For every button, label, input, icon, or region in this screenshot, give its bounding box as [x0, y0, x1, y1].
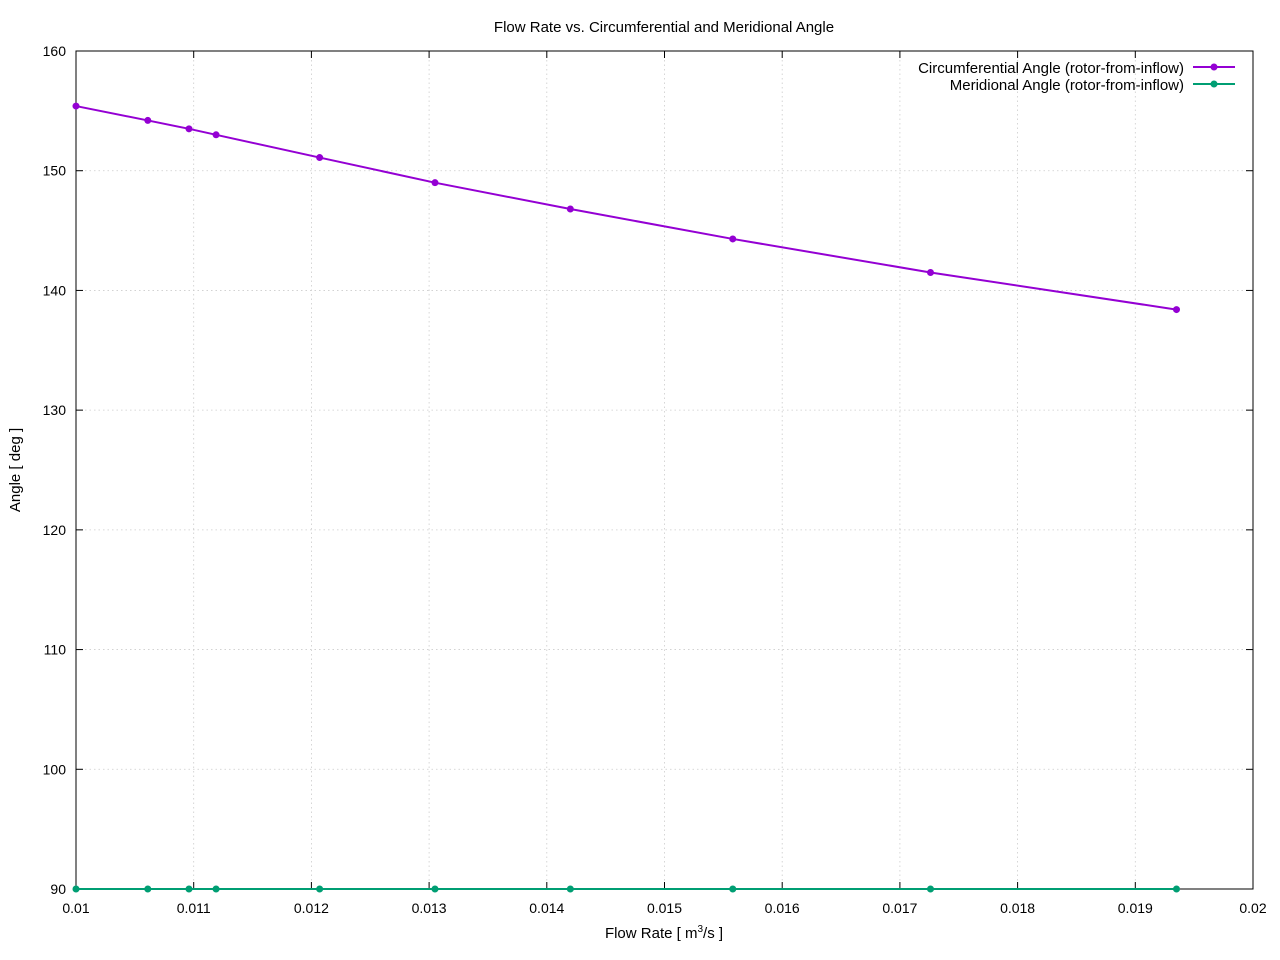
- series-circumferential: [72, 102, 1180, 314]
- data-point-meridional: [72, 885, 80, 893]
- data-point-circumferential: [729, 235, 737, 243]
- x-tick-label: 0.012: [294, 900, 329, 916]
- data-point-meridional: [316, 885, 324, 893]
- axis-ticks: [75, 50, 1254, 890]
- x-tick-label: 0.011: [177, 900, 211, 916]
- data-point-circumferential: [1172, 306, 1180, 314]
- x-tick-label: 0.017: [882, 900, 917, 916]
- legend-entry-circumferential: Circumferential Angle (rotor-from-inflow…: [918, 60, 1235, 77]
- chart-title: Flow Rate vs. Circumferential and Meridi…: [494, 19, 834, 36]
- data-point-meridional: [566, 885, 574, 893]
- y-tick-labels: 90 100 110 120 130 140 150 160: [43, 43, 67, 897]
- data-point-meridional: [144, 885, 152, 893]
- data-point-circumferential: [927, 268, 935, 276]
- x-tick-label: 0.016: [765, 900, 800, 916]
- x-tick-label: 0.01: [62, 900, 89, 916]
- legend-label-circumferential: Circumferential Angle (rotor-from-inflow…: [918, 60, 1184, 77]
- series-line-circumferential: [75, 105, 1177, 311]
- data-point-meridional: [212, 885, 220, 893]
- y-tick-label: 110: [44, 642, 67, 658]
- x-tick-label: 0.015: [647, 900, 682, 916]
- x-tick-label: 0.018: [1000, 900, 1035, 916]
- legend: Circumferential Angle (rotor-from-inflow…: [918, 60, 1235, 94]
- x-tick-label: 0.014: [529, 900, 564, 916]
- y-tick-label: 120: [43, 522, 67, 538]
- legend-entry-meridional: Meridional Angle (rotor-from-inflow): [950, 77, 1235, 94]
- series-layer: [72, 102, 1180, 893]
- legend-swatch-point-meridional: [1210, 80, 1218, 88]
- x-tick-label: 0.019: [1118, 900, 1153, 916]
- y-tick-label: 100: [43, 761, 67, 777]
- legend-label-meridional: Meridional Angle (rotor-from-inflow): [950, 77, 1184, 94]
- y-tick-label: 130: [43, 402, 67, 418]
- series-meridional: [72, 885, 1180, 893]
- data-point-meridional: [927, 885, 935, 893]
- x-tick-label: 0.02: [1239, 900, 1266, 916]
- data-point-meridional: [729, 885, 737, 893]
- x-tick-labels: 0.01 0.011 0.012 0.013 0.014 0.015 0.016 0.017 0…: [62, 900, 1266, 916]
- data-point-meridional: [185, 885, 193, 893]
- data-point-circumferential: [185, 125, 193, 133]
- y-tick-label: 90: [50, 881, 66, 897]
- grid: [76, 51, 1253, 889]
- data-point-circumferential: [212, 131, 220, 139]
- data-point-circumferential: [566, 205, 574, 213]
- x-axis-title: Flow Rate [ m3/s ]: [605, 924, 723, 942]
- data-point-circumferential: [316, 154, 324, 162]
- x-tick-label: 0.013: [412, 900, 447, 916]
- y-tick-label: 160: [43, 43, 67, 59]
- data-point-circumferential: [72, 102, 80, 110]
- data-point-meridional: [431, 885, 439, 893]
- legend-swatch-point-circumferential: [1210, 63, 1218, 71]
- data-point-meridional: [1172, 885, 1180, 893]
- data-point-circumferential: [144, 116, 152, 124]
- y-tick-label: 150: [43, 163, 67, 179]
- data-point-circumferential: [431, 179, 439, 187]
- y-axis-title: Angle [ deg ]: [7, 428, 24, 512]
- y-tick-label: 140: [43, 282, 67, 298]
